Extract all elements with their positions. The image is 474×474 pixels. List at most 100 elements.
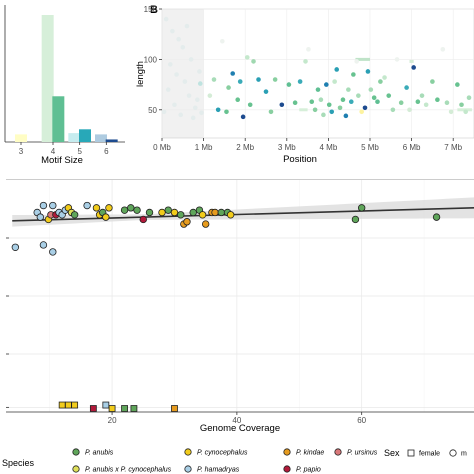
panel-b-point-18 xyxy=(190,115,196,121)
legend-species-label-6: P. papio xyxy=(296,467,321,474)
panel-b-point-25 xyxy=(226,85,231,90)
panel-b-point-28 xyxy=(237,79,243,84)
panel-c-point-53 xyxy=(171,405,178,412)
panel-b-point-66 xyxy=(375,99,380,105)
panel-b-y-axis-label: length xyxy=(135,61,146,87)
panel-c-genome-coverage-chart: 20 40 60 Genome Coverage xyxy=(6,179,474,434)
panel-b-x-tick-label: 0 Mb xyxy=(153,143,171,152)
legend: Species P. anubis P. cynocephalus P. kinda… xyxy=(2,448,467,474)
panel-b-x-tick-label: 1 Mb xyxy=(195,143,213,152)
panel-b-y-tick-label: 50 xyxy=(148,106,157,115)
legend-species-key-6 xyxy=(283,465,291,473)
panel-b-point-58 xyxy=(351,72,356,77)
panel-b-point-63 xyxy=(365,69,371,74)
legend-species-key-2 xyxy=(283,448,291,456)
panel-b-point-41 xyxy=(303,59,308,64)
legend-species-key-3 xyxy=(334,448,342,456)
panel-c-point-52 xyxy=(130,405,138,412)
panel-c-point-25 xyxy=(145,208,154,217)
panel-c-point-2 xyxy=(36,213,45,221)
panel-b-point-80 xyxy=(435,97,440,103)
panel-c-point-44 xyxy=(432,213,441,221)
panel-c-point-38 xyxy=(211,208,219,217)
panel-c-point-20 xyxy=(105,204,113,212)
panel-b-point-14 xyxy=(195,97,200,103)
panel-b-point-30 xyxy=(244,55,250,60)
legend-species-label-3: P. ursinus xyxy=(347,450,378,457)
panel-c-point-49 xyxy=(102,401,110,409)
panel-b-point-7 xyxy=(192,105,198,111)
panel-b-point-73 xyxy=(404,85,409,90)
panel-b-point-10 xyxy=(188,57,194,62)
legend-species-key-4 xyxy=(72,465,80,473)
panel-b-point-5 xyxy=(182,79,188,84)
legend-sex-key-1 xyxy=(449,449,457,457)
panel-b-y-tick-label: 150 xyxy=(144,5,158,14)
panel-b-point-57 xyxy=(348,99,354,105)
panel-c-point-23 xyxy=(127,204,135,212)
legend-sex-label-0: female xyxy=(419,451,440,458)
panel-b-point-20 xyxy=(207,93,213,98)
panel-a-x-tick-label-4: 4 xyxy=(51,147,56,156)
panel-b-x-tick-label: 5 Mb xyxy=(361,143,379,152)
legend-species-key-5 xyxy=(184,465,192,473)
panel-b-point-22 xyxy=(215,107,221,113)
panel-b-point-29 xyxy=(240,114,246,120)
panel-b-point-53 xyxy=(337,105,343,111)
panel-b-point-54 xyxy=(340,97,346,103)
panel-b-point-61 xyxy=(359,109,364,115)
panel-a-x-tick-label-3: 3 xyxy=(19,147,24,156)
panel-b-point-81 xyxy=(440,47,446,52)
panel-c-point-35 xyxy=(198,211,207,219)
panel-b-point-71 xyxy=(394,57,400,62)
panel-c-point-50 xyxy=(108,405,116,412)
panel-c-point-0 xyxy=(11,243,20,251)
panel-c-point-16 xyxy=(83,201,91,210)
panel-b-point-52 xyxy=(334,67,340,72)
panel-b-point-35 xyxy=(268,109,274,115)
panel-b-point-34 xyxy=(263,89,269,94)
legend-species-label-5: P. hamadryas xyxy=(197,467,240,474)
panel-b-point-51 xyxy=(332,79,337,84)
panel-c-point-17 xyxy=(92,204,101,212)
panel-b-point-87 xyxy=(466,95,472,100)
panel-b-point-48 xyxy=(324,82,329,87)
panel-c-point-14 xyxy=(39,241,48,249)
panel-b-point-82 xyxy=(444,100,450,106)
panel-b-point-6 xyxy=(186,93,192,98)
panel-b-point-60 xyxy=(356,93,361,98)
panel-b-point-84 xyxy=(455,82,460,87)
panel-a-bar-0 xyxy=(15,134,27,142)
panel-b-point-45 xyxy=(315,87,321,92)
panel-b-point-26 xyxy=(230,71,236,76)
panel-b-x-tick-label: 3 Mb xyxy=(278,143,296,152)
panel-b-point-49 xyxy=(326,102,332,108)
panel-b-point-46 xyxy=(318,97,324,103)
panel-b-x-tick-label: 4 Mb xyxy=(320,143,338,152)
panel-b-point-15 xyxy=(161,109,167,115)
panel-b-shaded-region xyxy=(162,9,204,138)
panel-b-point-12 xyxy=(172,102,177,108)
legend-species-label-1: P. cynocephalus xyxy=(197,450,248,457)
panel-c-point-51 xyxy=(121,405,128,412)
panel-b-point-47 xyxy=(321,112,326,118)
panel-c-x-axis-label: Genome Coverage xyxy=(200,423,280,434)
panel-b-letter: B xyxy=(150,4,158,16)
panel-b-point-55 xyxy=(343,113,349,119)
panel-b-point-40 xyxy=(297,79,303,84)
panel-b-plot-area xyxy=(162,9,474,138)
panel-c-point-41 xyxy=(226,211,235,219)
panel-b-point-8 xyxy=(165,87,171,92)
panel-b-point-72 xyxy=(398,100,404,106)
panel-b-point-62 xyxy=(362,105,368,111)
panel-b-point-3 xyxy=(174,72,179,77)
panel-b-point-9 xyxy=(178,112,184,118)
panel-c-regression-line xyxy=(12,207,474,222)
legend-species-title: Species xyxy=(2,458,35,468)
panel-b-point-17 xyxy=(176,36,181,42)
legend-species-key-1 xyxy=(184,448,192,456)
panel-b-point-23 xyxy=(220,38,225,44)
panel-b-point-0 xyxy=(163,16,169,22)
panel-a-bar-5 xyxy=(95,134,107,142)
panel-b-point-76 xyxy=(415,99,421,105)
